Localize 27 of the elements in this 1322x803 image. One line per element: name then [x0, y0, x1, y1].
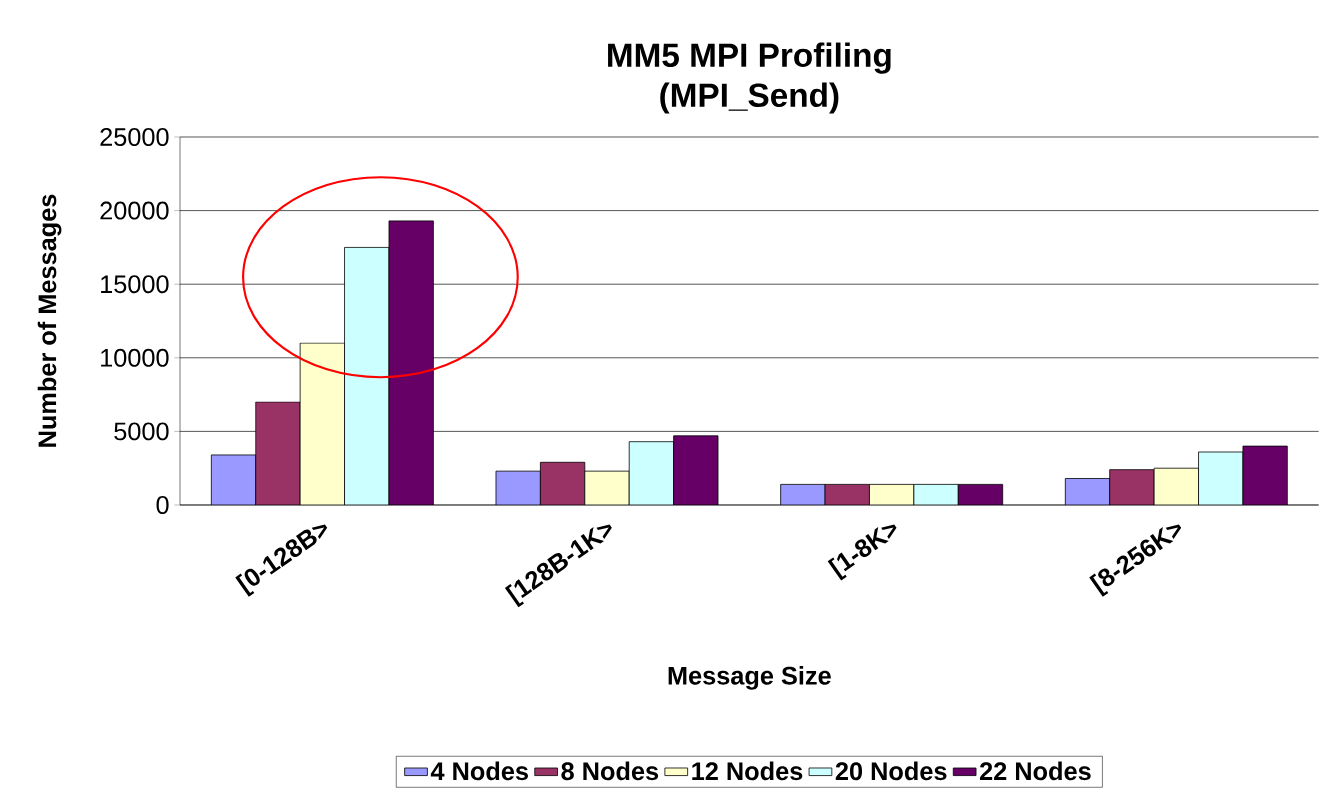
legend-label: 12 Nodes — [692, 761, 803, 781]
y-tick-label: 0 — [156, 496, 169, 514]
bar — [299, 342, 345, 505]
bar — [255, 401, 301, 505]
y-tick-label: 10000 — [101, 348, 169, 367]
y-tick-label: 5000 — [114, 422, 169, 441]
legend-label: 4 Nodes — [430, 761, 528, 781]
bar — [1242, 445, 1288, 505]
bar — [344, 246, 390, 505]
bar — [628, 441, 675, 505]
bar — [1109, 469, 1155, 505]
bar — [584, 470, 630, 505]
y-tick-label: 15000 — [101, 275, 169, 294]
legend-label: 8 Nodes — [561, 761, 659, 781]
bar — [673, 435, 719, 505]
y-tick-label: 20000 — [100, 201, 169, 220]
legend-label: 22 Nodes — [979, 761, 1091, 781]
bar — [388, 220, 434, 505]
chart-title: MM5 MPI Profiling — [608, 42, 891, 74]
bar — [1153, 467, 1199, 505]
bar — [1198, 451, 1244, 505]
legend-label: 20 Nodes — [835, 761, 947, 781]
chart-subtitle: (MPI_Send) — [660, 82, 839, 114]
bar — [539, 461, 586, 505]
x-axis-title: Message Size — [668, 666, 831, 690]
y-axis-title: Number of Messages — [37, 194, 62, 447]
y-tick-label: 25000 — [100, 128, 169, 146]
